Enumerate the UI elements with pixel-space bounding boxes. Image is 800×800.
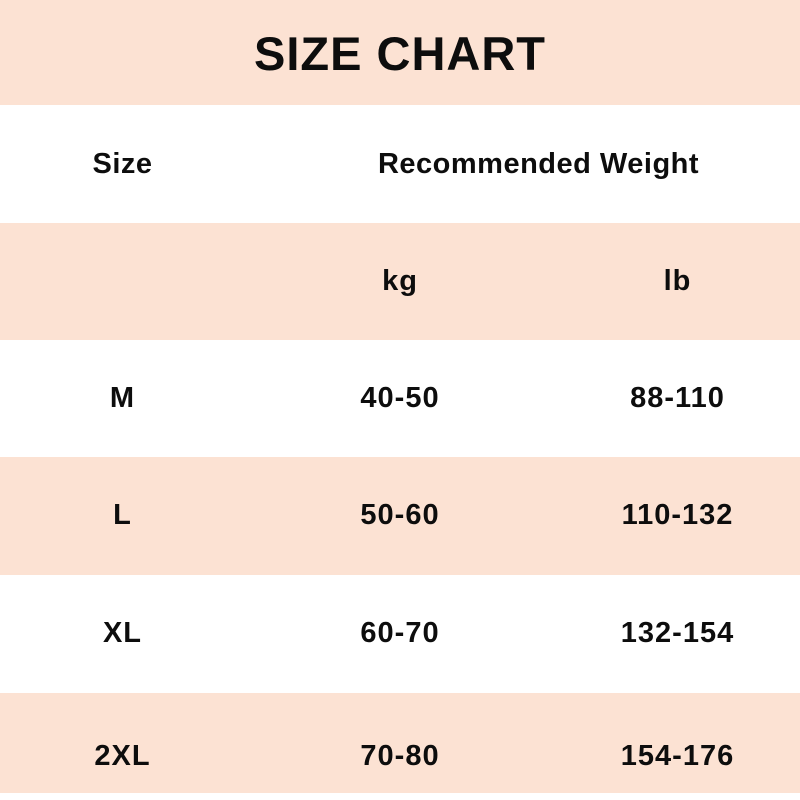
unit-header-lb: lb: [663, 264, 692, 297]
column-header-recommended-weight: Recommended Weight: [377, 147, 700, 180]
lb-cell: 132-154: [620, 617, 735, 650]
unit-header-kg: kg: [382, 264, 418, 297]
table-header-row: Size Recommended Weight: [0, 105, 800, 223]
size-cell: L: [113, 499, 132, 532]
unit-header-row: kg lb: [0, 223, 800, 340]
table-row: M 40-50 88-110: [0, 340, 800, 457]
kg-cell: 50-60: [360, 499, 440, 532]
title-band: SIZE CHART: [0, 0, 800, 105]
size-cell: M: [109, 381, 136, 414]
table-row: 2XL 70-80 154-176: [0, 693, 800, 793]
lb-cell: 154-176: [620, 739, 735, 772]
kg-cell: 60-70: [360, 617, 440, 650]
size-cell: 2XL: [94, 739, 151, 772]
kg-cell: 70-80: [360, 739, 440, 772]
lb-cell: 110-132: [621, 499, 734, 532]
page-title: SIZE CHART: [254, 27, 546, 80]
size-cell: XL: [102, 617, 143, 650]
bottom-whitespace: [0, 793, 800, 800]
table-row: L 50-60 110-132: [0, 457, 800, 575]
column-header-size: Size: [92, 147, 153, 180]
lb-cell: 88-110: [630, 381, 725, 414]
table-row: XL 60-70 132-154: [0, 575, 800, 693]
kg-cell: 40-50: [360, 381, 440, 414]
